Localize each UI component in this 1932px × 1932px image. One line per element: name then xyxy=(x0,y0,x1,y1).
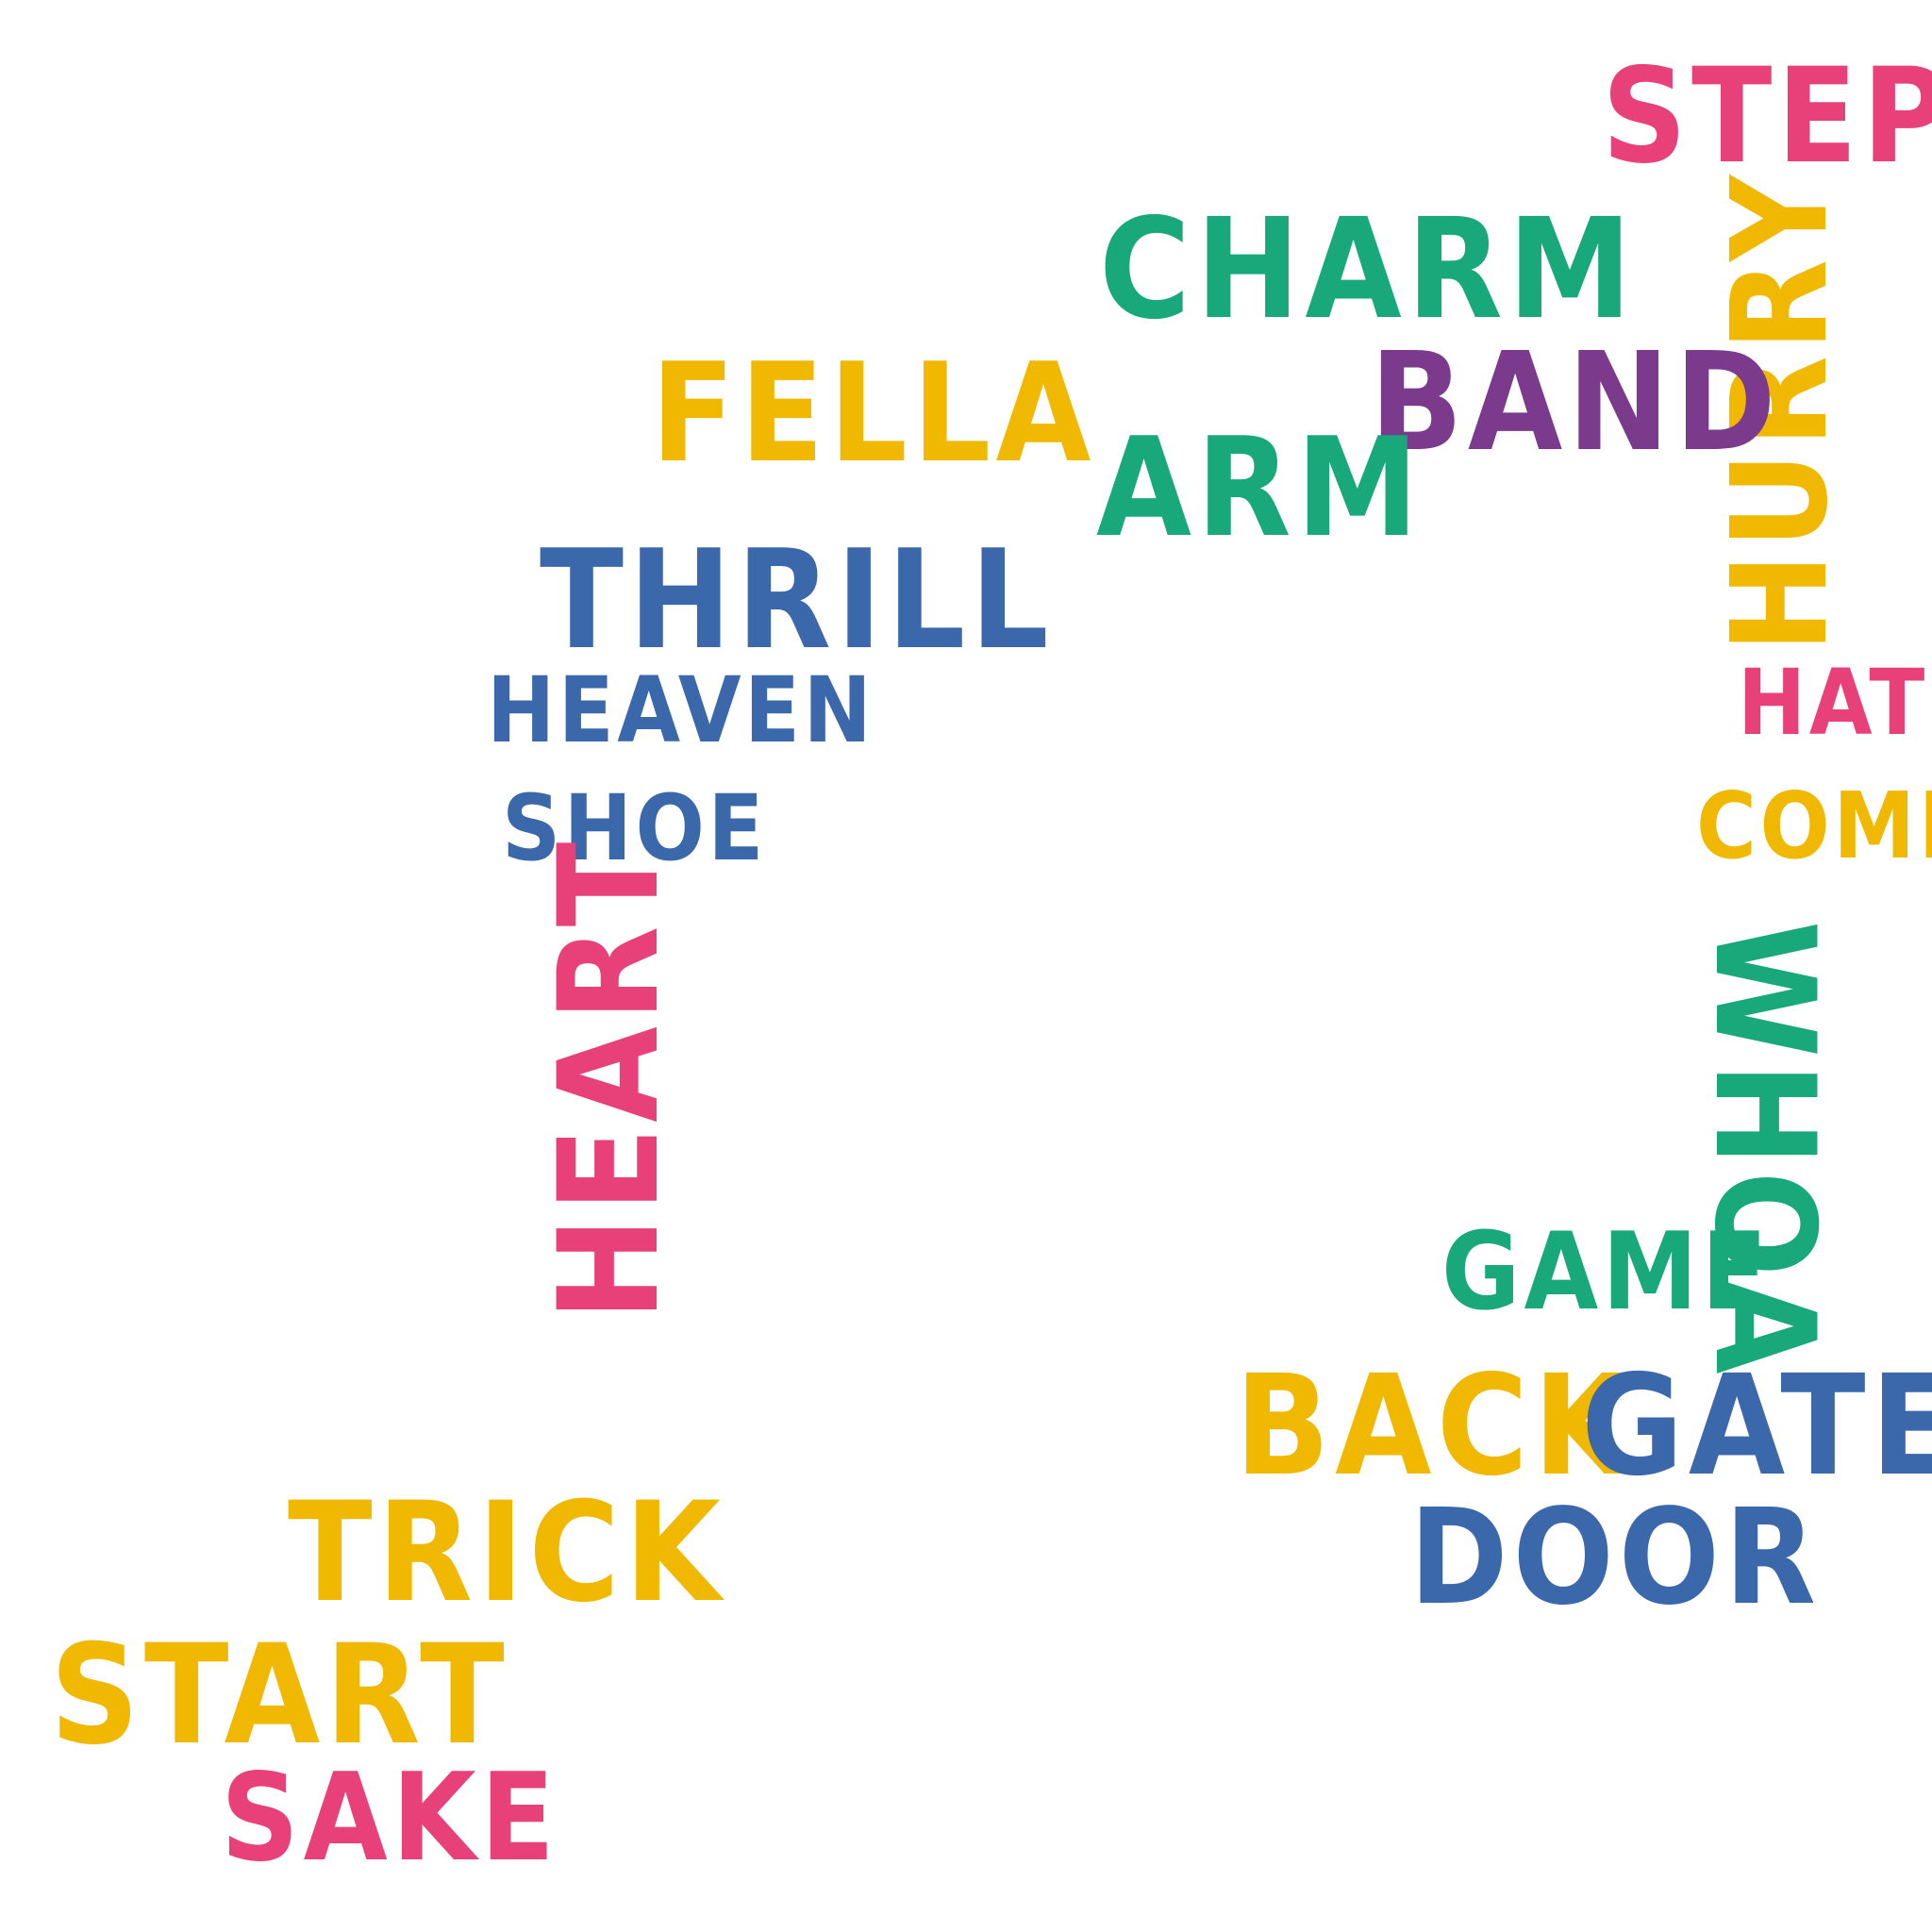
word-hat: HAT xyxy=(1738,650,1928,756)
word-arm: ARM xyxy=(1096,408,1424,568)
word-start: START xyxy=(50,1615,509,1775)
word-come: COME xyxy=(1696,773,1932,879)
word-back: BACK xyxy=(1235,1345,1636,1507)
word-game: GAME xyxy=(1441,1209,1772,1334)
word-thrill: THRILL xyxy=(540,521,1054,680)
word-fella: FELLA xyxy=(651,334,1096,493)
word-heart: HEART xyxy=(529,837,690,1321)
word-door: DOOR xyxy=(1409,1481,1822,1635)
word-band: BAND xyxy=(1370,323,1781,481)
word-heaven: HEAVEN xyxy=(487,658,875,763)
word-shoe: SHOE xyxy=(502,775,767,881)
word-charm: CHARM xyxy=(1099,189,1638,350)
word-trick: TRICK xyxy=(288,1473,726,1633)
word-step: STEP xyxy=(1602,40,1932,192)
word-gate: GATE xyxy=(1581,1345,1932,1507)
word-sake: SAKE xyxy=(221,1748,559,1889)
